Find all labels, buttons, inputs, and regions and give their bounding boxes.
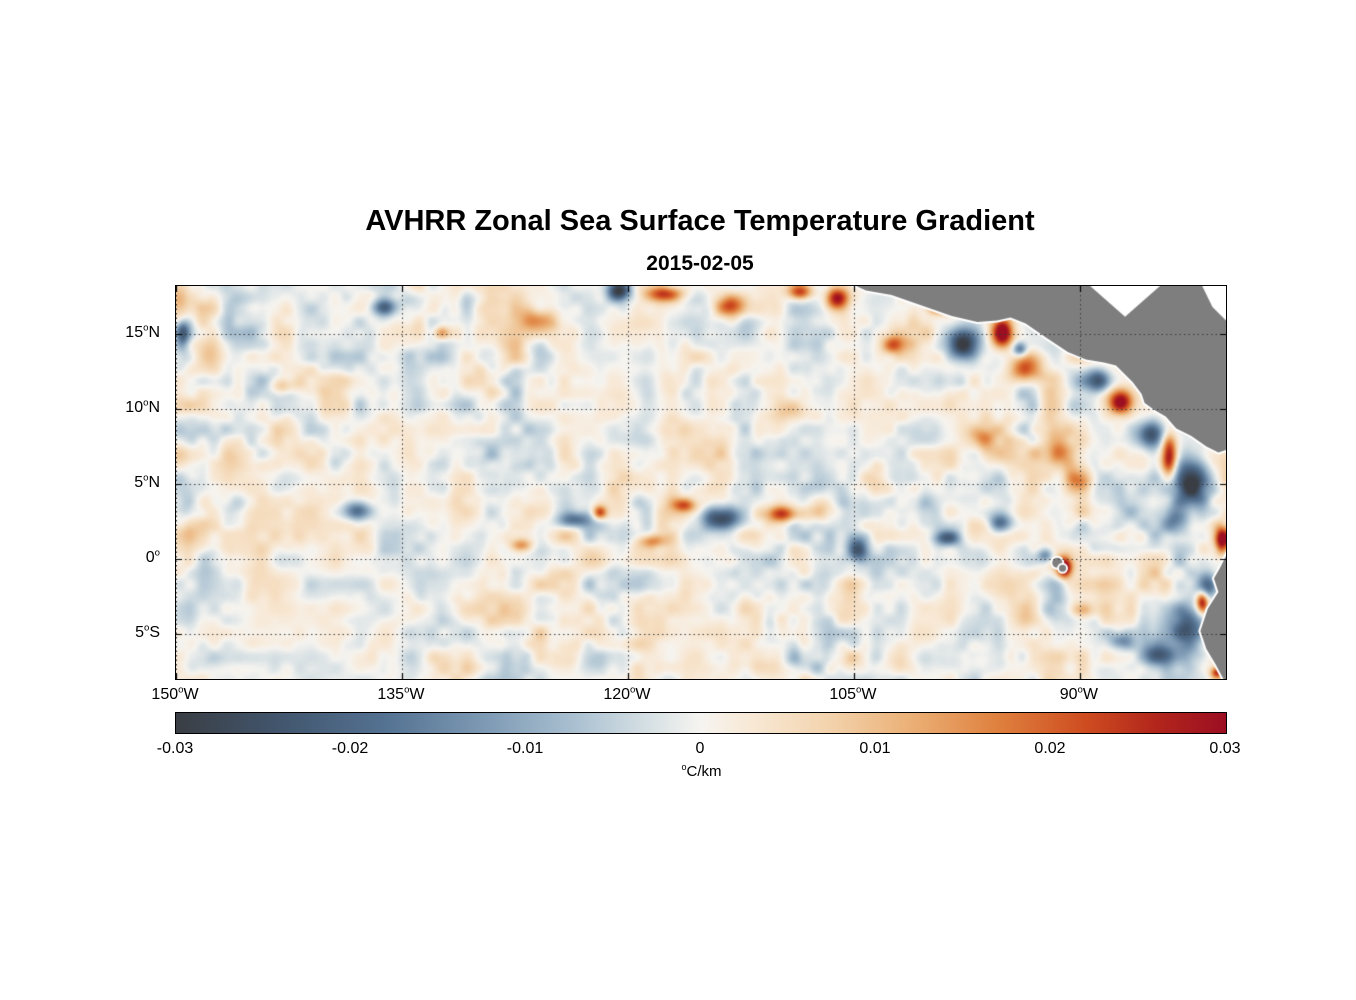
- x-axis-tick-labels: 150oW 135oW 120oW 105oW 90oW: [151, 684, 1228, 708]
- colorbar-tick-label: -0.03: [156, 740, 194, 757]
- y-axis-tick-label: 10oN: [125, 397, 160, 416]
- y-axis-tick-label: 5oN: [134, 472, 160, 491]
- x-axis-tick-label: 150oW: [151, 684, 199, 703]
- degree-symbol: o: [681, 762, 687, 772]
- colorbar-tick-label: 0.01: [859, 740, 891, 757]
- x-axis-tick-label: 120oW: [603, 684, 651, 703]
- y-axis-tick-labels: 15oN 10oN 5oN 0o 5oS: [0, 285, 167, 681]
- colorbar-tick-label: 0.03: [1209, 740, 1241, 757]
- colorbar-tick-label: 0.02: [1034, 740, 1066, 757]
- sst-gradient-map-canvas: [175, 285, 1227, 680]
- y-axis-tick-label: 5oS: [135, 622, 160, 641]
- colorbar-tick-labels: -0.03 -0.02 -0.01 0 0.01 0.02 0.03: [157, 740, 1241, 760]
- colorbar-tick-label: -0.01: [506, 740, 544, 757]
- colorbar-tick-label: 0: [695, 740, 705, 757]
- x-axis-tick-label: 90oW: [1059, 684, 1098, 703]
- colorbar-unit-label: oC/km: [175, 762, 1228, 781]
- x-axis-tick-label: 105oW: [829, 684, 877, 703]
- chart-subtitle: 2015-02-05: [646, 252, 754, 275]
- colorbar-gradient: [175, 712, 1227, 734]
- colorbar-tick-label: -0.02: [331, 740, 369, 757]
- colorbar-unit-text: C/km: [686, 763, 722, 780]
- chart-title: AVHRR Zonal Sea Surface Temperature Grad…: [365, 205, 1035, 237]
- y-axis-tick-label: 15oN: [125, 322, 160, 341]
- x-axis-tick-label: 135oW: [377, 684, 425, 703]
- y-axis-tick-label: 0o: [145, 547, 160, 566]
